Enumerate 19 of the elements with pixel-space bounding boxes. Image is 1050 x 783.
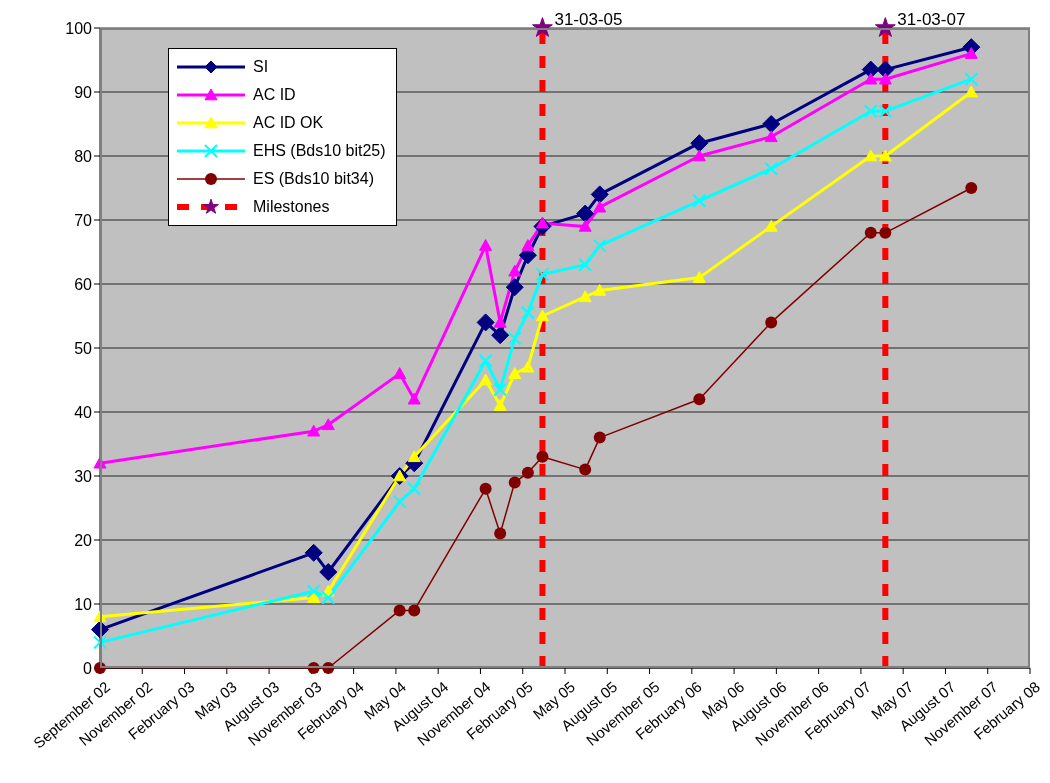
y-tick-label: 0 xyxy=(83,659,93,677)
y-tick-label: 50 xyxy=(74,339,93,357)
y-tick-label: 70 xyxy=(74,211,93,229)
y-tick-label: 40 xyxy=(74,403,93,421)
y-tick-label: 60 xyxy=(74,275,93,293)
y-tick-label: 100 xyxy=(65,19,93,37)
legend-label: SI xyxy=(253,58,269,76)
legend-label: ES (Bds10 bit34) xyxy=(253,170,374,188)
legend-label: AC ID xyxy=(253,86,296,104)
y-tick-label: 90 xyxy=(74,83,93,101)
y-tick-label: 20 xyxy=(74,531,93,549)
data-label: 31-03-07 xyxy=(897,10,966,29)
legend-label: EHS (Bds10 bit25) xyxy=(253,142,386,160)
y-tick-label: 10 xyxy=(74,595,93,613)
y-tick-label: 30 xyxy=(74,467,93,485)
y-tick-label: 80 xyxy=(74,147,93,165)
data-label: 31-03-05 xyxy=(554,10,623,29)
legend-label: Milestones xyxy=(253,198,330,216)
legend-label: AC ID OK xyxy=(253,114,324,132)
